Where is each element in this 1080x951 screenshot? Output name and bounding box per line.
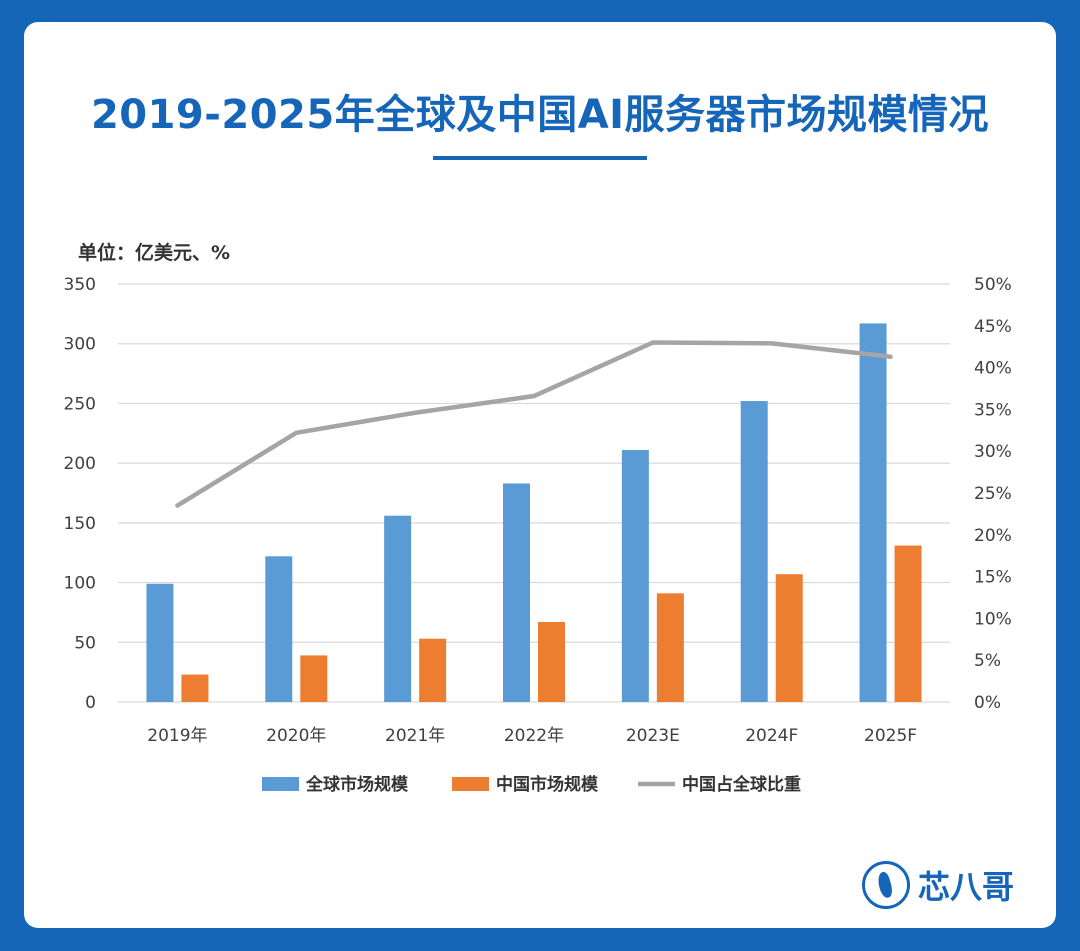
chart-card: 2019-2025年全球及中国AI服务器市场规模情况 单位：亿美元、% 0 50 1… — [24, 22, 1056, 928]
share-line — [175, 340, 893, 508]
global-market-bar — [740, 401, 768, 702]
china-market-bar — [181, 674, 209, 702]
china-market-bar — [656, 593, 684, 702]
right-tick-label: 0% — [974, 693, 1001, 713]
legend-global-swatch — [262, 777, 299, 791]
category-label: 2020年 — [266, 726, 326, 746]
left-tick-label: 200 — [64, 454, 96, 474]
global-market-bar — [859, 323, 887, 702]
left-axis: 0 50 100 150 200 250 300 350 — [64, 275, 96, 713]
chart-title: 2019-2025年全球及中国AI服务器市场规模情况 — [90, 92, 990, 138]
right-tick-label: 50% — [974, 275, 1012, 295]
global-market-bar — [503, 483, 530, 702]
global-market-bar — [146, 583, 174, 702]
logo-text: 芯八哥 — [918, 868, 1015, 906]
category-label: 2019年 — [147, 726, 207, 746]
right-axis: 0% 5% 10% 15% 20% 25% 30% 35% 40% 45% 50% — [974, 275, 1012, 713]
right-tick-label: 5% — [974, 651, 1001, 671]
right-tick-label: 35% — [974, 400, 1012, 420]
global-market-bar — [384, 515, 412, 702]
global-market-bar — [265, 556, 293, 702]
china-share-line — [175, 340, 893, 508]
left-tick-label: 100 — [64, 574, 96, 594]
legend: 全球市场规模 中国市场规模 中国占全球比重 — [262, 774, 801, 795]
right-tick-label: 25% — [974, 484, 1012, 504]
legend-share-label: 中国占全球比重 — [682, 774, 801, 795]
grid-lines — [118, 283, 950, 703]
title-underline — [433, 156, 647, 160]
china-market-bar — [538, 621, 565, 702]
left-tick-label: 300 — [64, 335, 96, 355]
category-label: 2024F — [745, 726, 798, 746]
bars — [146, 323, 922, 702]
unit-label: 单位：亿美元、% — [78, 241, 230, 264]
china-market-bar — [775, 574, 803, 702]
category-label: 2021年 — [385, 726, 445, 746]
category-label: 2025F — [864, 726, 917, 746]
right-tick-label: 40% — [974, 359, 1012, 379]
legend-china-label: 中国市场规模 — [496, 774, 599, 795]
right-tick-label: 45% — [974, 317, 1012, 337]
china-market-bar — [894, 545, 922, 702]
right-tick-label: 10% — [974, 609, 1012, 629]
chart-svg: 单位：亿美元、% 0 50 100 150 200 250 300 350 0% 5% 10% 15… — [64, 241, 1012, 795]
left-tick-label: 150 — [64, 514, 96, 534]
left-tick-label: 0 — [85, 693, 96, 713]
right-tick-label: 30% — [974, 442, 1012, 462]
legend-global-label: 全球市场规模 — [305, 774, 409, 795]
left-tick-label: 250 — [64, 394, 96, 414]
brand-logo: 芯八哥 — [862, 857, 1014, 913]
kingfisher-logo-icon — [862, 861, 910, 909]
china-market-bar — [300, 655, 328, 702]
right-tick-label: 20% — [974, 526, 1012, 546]
category-label: 2022年 — [504, 726, 564, 746]
category-labels: 2019年 2020年 2021年 2022年 2023E 2024F 2025F — [147, 726, 917, 746]
global-market-bar — [621, 450, 649, 702]
left-tick-label: 50 — [74, 633, 96, 653]
china-market-bar — [419, 638, 447, 702]
right-tick-label: 15% — [974, 568, 1012, 588]
category-label: 2023E — [626, 726, 680, 746]
legend-china-swatch — [452, 777, 489, 791]
left-tick-label: 350 — [64, 275, 96, 295]
